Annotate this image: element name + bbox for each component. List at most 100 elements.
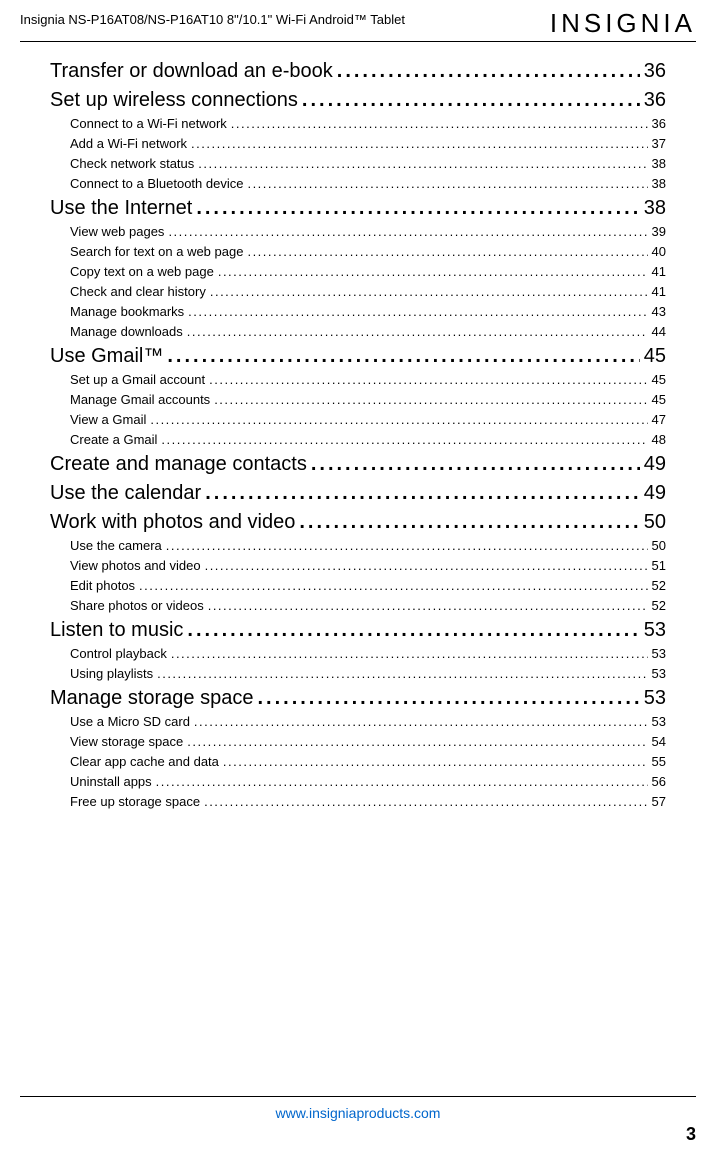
toc-leader (168, 224, 647, 239)
toc-title: Free up storage space (70, 794, 200, 809)
toc-entry: Create and manage contacts 49 (50, 453, 666, 476)
toc-entry: Connect to a Wi-Fi network 36 (50, 116, 666, 131)
toc-leader (194, 714, 648, 729)
toc-leader (337, 60, 640, 83)
toc-leader (247, 244, 647, 259)
toc-page: 49 (644, 453, 666, 476)
toc-entry: Manage storage space53 (50, 687, 666, 710)
header-row: Insignia NS-P16AT08/NS-P16AT10 8"/10.1" … (20, 8, 696, 39)
toc-title: Create a Gmail (70, 432, 157, 447)
toc-entry: Set up wireless connections36 (50, 89, 666, 112)
toc-title: Search for text on a web page (70, 244, 243, 259)
toc-leader (218, 264, 648, 279)
toc-leader (166, 538, 648, 553)
toc-leader (171, 646, 648, 661)
toc-title: Manage downloads (70, 324, 183, 339)
toc-leader (161, 432, 647, 447)
toc-title: Use the camera (70, 538, 162, 553)
toc-page: 48 (652, 432, 666, 447)
toc-leader (139, 578, 647, 593)
toc-title: Use a Micro SD card (70, 714, 190, 729)
toc-entry: Search for text on a web page40 (50, 244, 666, 259)
toc-title: Control playback (70, 646, 167, 661)
toc-entry: Use the calendar49 (50, 482, 666, 505)
toc-entry: Using playlists 53 (50, 666, 666, 681)
toc-page: 50 (644, 511, 666, 534)
toc-page: 52 (652, 578, 666, 593)
toc-page: 36 (644, 89, 666, 112)
toc-entry: Clear app cache and data55 (50, 754, 666, 769)
toc-entry: Manage bookmarks 43 (50, 304, 666, 319)
toc-page: 45 (644, 345, 666, 368)
toc-leader (204, 794, 647, 809)
toc-title: Using playlists (70, 666, 153, 681)
product-line: Insignia NS-P16AT08/NS-P16AT10 8"/10.1" … (20, 8, 405, 27)
toc-entry: Manage downloads 44 (50, 324, 666, 339)
toc-page: 53 (652, 646, 666, 661)
header-rule (20, 41, 696, 42)
toc-title: Manage Gmail accounts (70, 392, 210, 407)
toc-title: Listen to music (50, 619, 183, 642)
page-number: 3 (686, 1124, 696, 1145)
toc-page: 49 (644, 482, 666, 505)
toc-leader (257, 687, 639, 710)
toc-entry: Check network status38 (50, 156, 666, 171)
toc-title: Create and manage contacts (50, 453, 307, 476)
toc-title: Share photos or videos (70, 598, 204, 613)
toc-title: View storage space (70, 734, 183, 749)
toc-title: Clear app cache and data (70, 754, 219, 769)
toc-leader (198, 156, 647, 171)
toc-entry: Work with photos and video 50 (50, 511, 666, 534)
toc-title: View a Gmail (70, 412, 146, 427)
toc-entry: View storage space 54 (50, 734, 666, 749)
toc-page: 41 (652, 284, 666, 299)
toc-page: 36 (652, 116, 666, 131)
toc-page: 47 (652, 412, 666, 427)
toc-entry: Use Gmail™45 (50, 345, 666, 368)
toc-page: 38 (644, 197, 666, 220)
toc-page: 38 (652, 176, 666, 191)
toc-page: 53 (644, 619, 666, 642)
toc-title: Manage bookmarks (70, 304, 184, 319)
toc-leader (167, 345, 639, 368)
toc-page: 54 (652, 734, 666, 749)
toc-title: Connect to a Bluetooth device (70, 176, 243, 191)
toc-page: 52 (652, 598, 666, 613)
toc-page: 37 (652, 136, 666, 151)
toc-entry: Edit photos52 (50, 578, 666, 593)
toc-page: 50 (652, 538, 666, 553)
toc-page: 51 (652, 558, 666, 573)
toc-entry: Set up a Gmail account45 (50, 372, 666, 387)
toc-entry: Use the camera 50 (50, 538, 666, 553)
toc-entry: Free up storage space57 (50, 794, 666, 809)
toc-page: 56 (652, 774, 666, 789)
toc-title: Connect to a Wi-Fi network (70, 116, 227, 131)
toc-title: View photos and video (70, 558, 201, 573)
toc-title: Transfer or download an e-book (50, 60, 333, 83)
toc-entry: Control playback 53 (50, 646, 666, 661)
toc-page: 41 (652, 264, 666, 279)
toc-entry: View photos and video 51 (50, 558, 666, 573)
toc-entry: View a Gmail 47 (50, 412, 666, 427)
toc-title: View web pages (70, 224, 164, 239)
toc-title: Use the Internet (50, 197, 192, 220)
toc-page: 44 (652, 324, 666, 339)
toc-page: 43 (652, 304, 666, 319)
toc-leader (187, 324, 648, 339)
toc-leader (205, 482, 640, 505)
toc-entry: Add a Wi-Fi network37 (50, 136, 666, 151)
toc-title: Work with photos and video (50, 511, 295, 534)
toc-title: Manage storage space (50, 687, 253, 710)
toc-leader (299, 511, 639, 534)
toc-entry: Create a Gmail 48 (50, 432, 666, 447)
toc-leader (156, 774, 648, 789)
toc-leader (205, 558, 648, 573)
footer: www.insigniaproducts.com (0, 1096, 716, 1121)
toc-entry: Copy text on a web page41 (50, 264, 666, 279)
toc-page: 45 (652, 372, 666, 387)
toc-entry: Connect to a Bluetooth device 38 (50, 176, 666, 191)
toc-leader (247, 176, 647, 191)
toc-title: Uninstall apps (70, 774, 152, 789)
toc-page: 45 (652, 392, 666, 407)
toc-page: 53 (652, 666, 666, 681)
